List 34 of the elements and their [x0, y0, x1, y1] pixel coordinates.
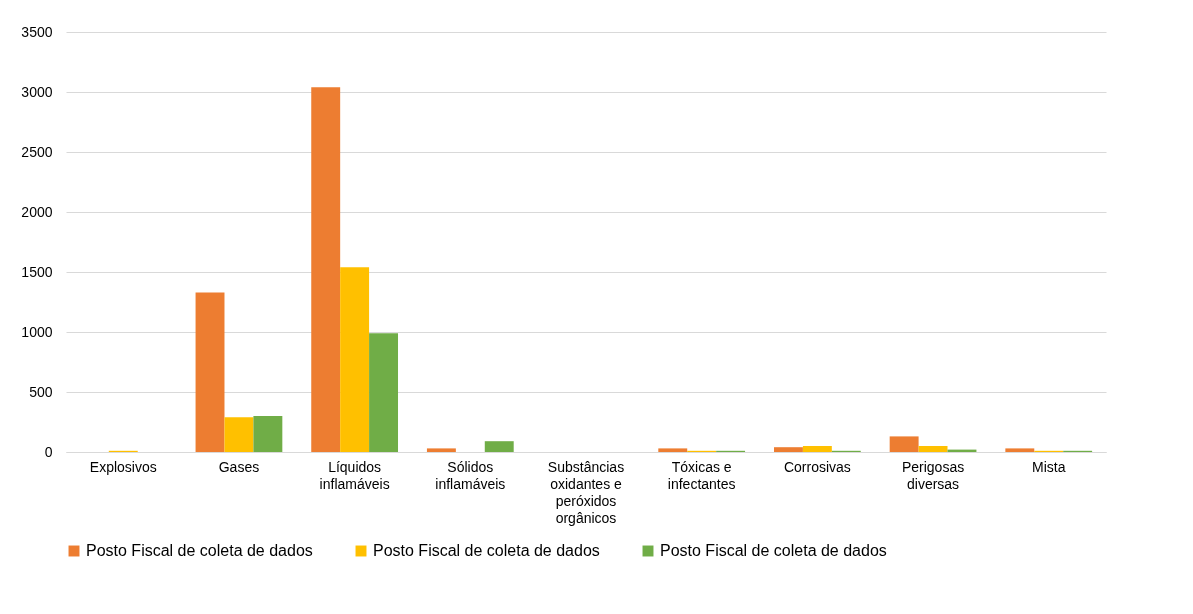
bar — [658, 448, 688, 452]
x-tick-label: Gases — [218, 458, 260, 475]
x-tick-label: Perigosas diversas — [901, 458, 965, 492]
bar — [369, 333, 399, 452]
bar — [195, 292, 225, 452]
bar — [253, 416, 283, 452]
bar — [224, 417, 254, 452]
y-tick-label: 3500 — [21, 23, 53, 40]
y-tick-label: 3000 — [21, 83, 53, 100]
legend-label: Posto Fiscal de coleta de dados — [660, 542, 887, 559]
bar — [1005, 448, 1035, 452]
x-tick-label: Sólidos inflamáveis — [435, 458, 506, 492]
x-tick-label: Mista — [1032, 458, 1066, 475]
x-tick-label: Explosivos — [89, 458, 157, 475]
y-tick-label: 2500 — [21, 143, 53, 160]
x-tick-label: Líquidos inflamáveis — [319, 458, 390, 492]
bar — [340, 267, 370, 452]
legend-label: Posto Fiscal de coleta de dados — [373, 542, 600, 559]
y-tick-label: 500 — [29, 383, 53, 400]
bar — [802, 446, 832, 452]
y-tick-label: 2000 — [21, 203, 53, 220]
y-tick-label: 0 — [44, 443, 53, 460]
x-tick-label: Tóxicas e infectantes — [667, 458, 736, 492]
bar — [773, 447, 803, 452]
bar — [889, 436, 919, 452]
bar — [484, 441, 514, 452]
bar — [426, 448, 456, 452]
y-tick-label: 1500 — [21, 263, 53, 280]
x-tick-label: Substâncias oxidantes e peróxidos orgânicos — [547, 458, 625, 526]
bar — [311, 87, 341, 452]
legend-label: Posto Fiscal de coleta de dados — [86, 542, 313, 559]
y-tick-label: 1000 — [21, 323, 53, 340]
x-tick-label: Corrosivas — [783, 458, 851, 475]
bar — [918, 446, 948, 452]
